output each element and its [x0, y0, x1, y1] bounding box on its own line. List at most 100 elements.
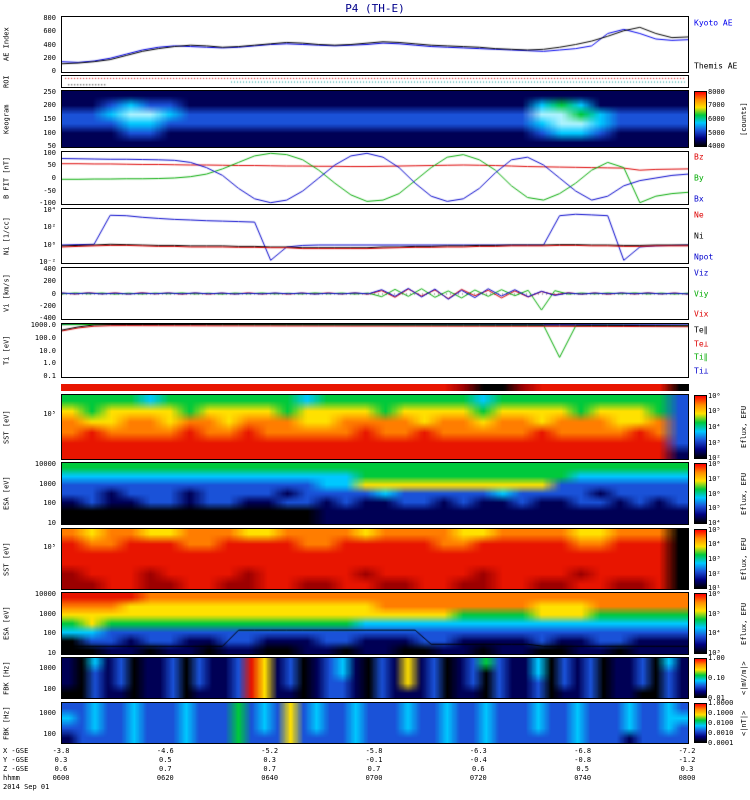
esa-e-yticks: 10000 1000 100 10: [13, 460, 59, 527]
tick-label: 10⁵: [43, 409, 56, 418]
bfit-yticks: 100 50 0 -50 -100: [13, 149, 59, 208]
fbk-b-colorbar-unit: <|nT|>: [740, 710, 748, 736]
panel-mode-bar: [0, 384, 750, 391]
fbk-e-yticks: 1000 100: [13, 657, 59, 699]
vi-axis-label: Vi [km/s]: [2, 274, 11, 313]
tick-label: 10: [47, 649, 56, 658]
vi-legend: Viz Viy Vix: [694, 267, 749, 320]
tick-label: 1.0000: [708, 699, 734, 708]
axis-value: 0.6: [54, 765, 68, 773]
axis-value: 0.3: [680, 765, 694, 773]
panel-bfit: B FIT [nT] 100 50 0 -50 -100 Bz By Bx: [0, 149, 750, 208]
ae-yticks: 800 600 400 200 0: [13, 13, 59, 76]
tick-label: 200: [43, 277, 56, 286]
ephemeris-row: X -GSE -3.8 -4.6 -5.2 -5.8 -6.3 -6.8 -7.2: [0, 747, 750, 756]
fbk-b-plot-area: [61, 702, 689, 744]
legend-label: Themis AE: [694, 61, 738, 71]
sst-i-colorbar-ticks: 10⁵ 10⁴ 10³ 10² 10¹: [707, 526, 737, 593]
tick-label: 0.10: [708, 674, 725, 682]
panel-ti: Ti [eV] 1000.0 100.0 10.0 1.0 0.1 Te∥ Te⊥ Ti∥ T…: [0, 320, 750, 381]
bfit-chart-canvas: [62, 152, 688, 204]
keogram-yticks: 250 200 150 100 50: [13, 87, 59, 151]
axis-value: -4.6: [156, 747, 174, 755]
tick-label: 100: [43, 499, 56, 508]
axis-value: 0.7: [159, 765, 172, 773]
axis-value: -0.8: [574, 756, 592, 764]
tick-label: 400: [43, 40, 56, 49]
page-title: P4 (TH-E): [345, 2, 405, 15]
legend-label: Te⊥: [694, 339, 709, 349]
ephemeris-row: Z -GSE 0.6 0.7 0.7 0.7 0.6 0.5 0.3: [0, 765, 750, 774]
panel-keogram: Keogram 250 200 150 100 50 8000 7000 6000 5000 4…: [0, 87, 750, 151]
bfit-axis-label: B FIT [nT]: [2, 156, 11, 200]
axis-value: -5.8: [365, 747, 383, 755]
axis-value: -5.2: [261, 747, 279, 755]
tick-label: 400: [43, 264, 56, 273]
ae-chart-canvas: [62, 17, 688, 72]
sst-i-spectrogram-canvas: [62, 529, 688, 589]
tick-label: 5000: [708, 128, 725, 137]
tick-label: 200: [43, 101, 56, 110]
axis-value: -0.4: [469, 756, 487, 764]
keogram-plot-area: [61, 90, 689, 148]
tick-label: 50: [47, 161, 56, 170]
tick-label: 200: [43, 53, 56, 62]
ti-yticks: 1000.0 100.0 10.0 1.0 0.1: [13, 320, 59, 381]
tick-label: 10⁶: [708, 489, 721, 498]
tick-label: 10³: [708, 555, 721, 563]
ni-yticks: 10⁴ 10² 10⁰ 10⁻²: [13, 206, 59, 267]
roi-axis-label: ROI: [2, 75, 11, 88]
esa-i-plot-area: [61, 592, 689, 655]
tick-label: 600: [43, 27, 56, 36]
ae-legend: Kyoto AE Themis AE: [694, 16, 749, 73]
tick-label: 10⁶: [708, 391, 721, 400]
legend-label: Kyoto AE: [694, 18, 733, 28]
tick-label: 250: [43, 87, 56, 96]
time-axis: X -GSE -3.8 -4.6 -5.2 -5.8 -6.3 -6.8 -7.2 Y -GSE…: [0, 747, 750, 792]
legend-label: Ne: [694, 210, 704, 220]
tick-label: -400: [39, 314, 56, 323]
ti-chart-canvas: [62, 324, 688, 377]
tick-label: 10³: [708, 438, 721, 447]
esa-i-colorbar: [694, 593, 707, 654]
tick-label: 0: [51, 174, 56, 182]
legend-label: Npot: [694, 252, 714, 262]
tick-label: 800: [43, 13, 56, 22]
tick-label: 10⁸: [708, 459, 721, 468]
axis-value: -6.8: [574, 747, 592, 755]
ti-legend: Te∥ Te⊥ Ti∥ Ti⊥: [694, 323, 749, 378]
panel-roi: ROI: [0, 75, 750, 88]
axis-value: 0740: [574, 774, 592, 782]
ephemeris-row-label: hhmm: [3, 774, 20, 782]
fbk-e-colorbar-unit: <|mV/m|>: [740, 661, 748, 695]
vi-chart-canvas: [62, 268, 688, 319]
tick-label: 4000: [708, 142, 725, 151]
tick-label: 10.0: [39, 346, 56, 355]
fbk-b-colorbar-ticks: 1.0000 0.1000 0.0100 0.0010 0.0001: [707, 699, 737, 747]
ae-plot-area: [61, 16, 689, 73]
esa-i-axis-label: ESA [eV]: [2, 606, 11, 641]
tick-label: -100: [39, 199, 56, 208]
tick-label: 0: [51, 289, 56, 298]
sst-e-axis-label: SST [eV]: [2, 410, 11, 444]
tick-label: 6000: [708, 115, 725, 123]
panel-fbk-b: FBK [Hz] 1000 100 1.0000 0.1000 0.0100 0.001…: [0, 699, 750, 747]
axis-value: -1.2: [678, 756, 696, 764]
tick-label: 100.0: [34, 333, 56, 342]
keogram-axis-label: Keogram: [2, 104, 11, 134]
axis-value: -0.1: [365, 756, 383, 764]
panel-esa-ions: ESA [eV] 10000 1000 100 10 10⁶ 10⁵ 10⁴ 10³ Efl…: [0, 590, 750, 658]
axis-value: 0620: [156, 774, 174, 782]
ephemeris-row-label: Z -GSE: [3, 765, 29, 773]
tick-label: 0.0001: [708, 738, 734, 747]
esa-e-axis-label: ESA [eV]: [2, 476, 11, 511]
tick-label: 10¹: [708, 584, 721, 593]
tick-label: 10⁵: [708, 407, 721, 416]
date-label: 2014 Sep 01: [3, 783, 50, 791]
panel-ni: Ni [1/cc] 10⁴ 10² 10⁰ 10⁻² Ne Ni Npot: [0, 206, 750, 267]
tick-label: 1000.0: [30, 320, 56, 329]
tick-label: 1000: [39, 609, 56, 618]
axis-value: 0.6: [472, 765, 485, 773]
bfit-legend: Bz By Bx: [694, 151, 749, 205]
axis-value: -6.3: [469, 747, 487, 755]
